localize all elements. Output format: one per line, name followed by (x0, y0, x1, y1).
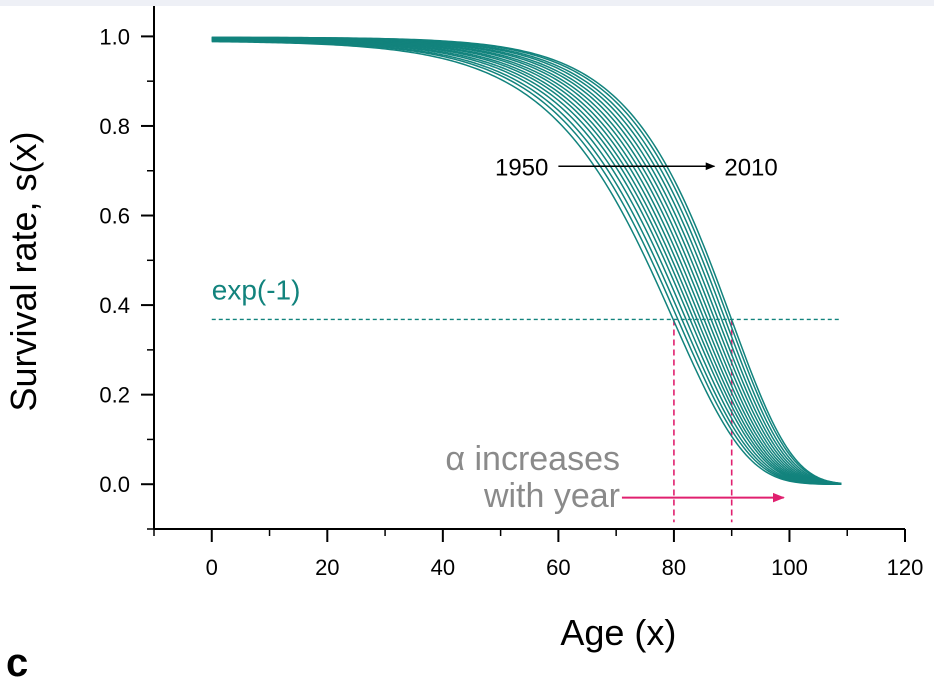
x-tick-label: 0 (206, 555, 218, 580)
y-tick-label: 0.8 (99, 114, 130, 139)
y-tick-label: 0.6 (99, 204, 130, 229)
x-tick-label: 100 (771, 555, 808, 580)
survival-curve (211, 36, 842, 485)
axes: 0 20 40 60 80 100 120 0.0 0.2 0.4 0.6 0.8 1.0 (99, 6, 923, 580)
x-tick-label: 120 (887, 555, 924, 580)
alpha-annotation-line2: with year (483, 477, 620, 515)
x-tick-label: 20 (315, 555, 339, 580)
y-tick-label: 1.0 (99, 24, 130, 49)
y-tick-label: 0.2 (99, 383, 130, 408)
top-strip (0, 0, 934, 6)
survival-curve (211, 40, 842, 485)
y-tick-label: 0.4 (99, 293, 130, 318)
year-end-label: 2010 (724, 154, 777, 181)
x-tick-label: 80 (662, 555, 686, 580)
survival-curve (211, 36, 842, 485)
y-axis-title: Survival rate, s(x) (3, 131, 44, 411)
survival-curves (211, 36, 842, 485)
survival-curve (211, 38, 842, 485)
annotations: exp(-1) 1950 2010 α increases with year (212, 154, 785, 515)
y-tick-label: 0.0 (99, 472, 130, 497)
year-start-label: 1950 (495, 154, 548, 181)
x-tick-label: 40 (431, 555, 455, 580)
x-tick-label: 60 (546, 555, 570, 580)
reference-line-label: exp(-1) (212, 274, 301, 305)
alpha-annotation-line1: α increases (445, 440, 620, 478)
x-axis-title: Age (x) (560, 612, 676, 653)
panel-label: c (6, 641, 28, 683)
